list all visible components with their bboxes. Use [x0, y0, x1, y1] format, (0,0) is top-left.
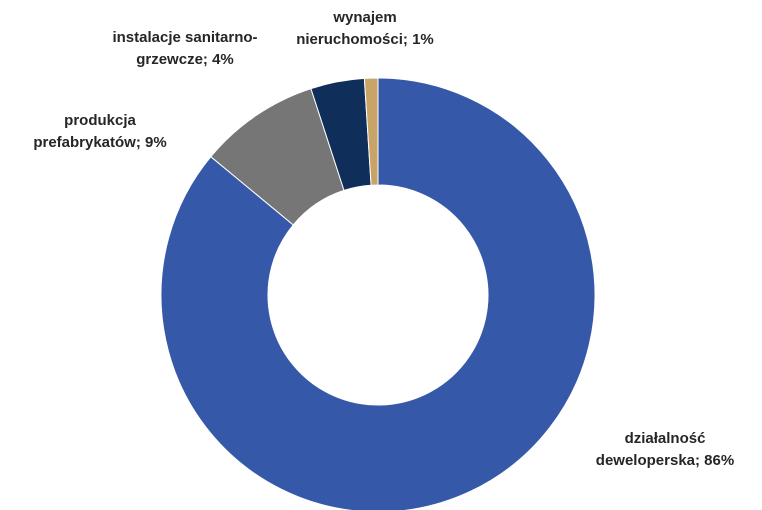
data-label-line: wynajem [332, 9, 396, 26]
data-label-line: nieruchomości; 1% [296, 31, 434, 48]
donut-slice [363, 77, 379, 186]
data-label: produkcja prefabrykatów; 9% [33, 112, 166, 151]
data-label-line: grzewcze; 4% [136, 51, 234, 68]
data-label: wynajem nieruchomości; 1% [296, 9, 434, 48]
data-label-line: prefabrykatów; 9% [33, 134, 166, 151]
data-label: instalacje sanitarno-grzewcze; 4% [112, 29, 257, 68]
data-label-line: produkcja [64, 112, 136, 129]
data-label-line: instalacje sanitarno- [112, 29, 257, 46]
data-label-line: działalność [625, 430, 706, 447]
data-label-line: deweloperska; 86% [596, 452, 734, 469]
donut-slice [160, 77, 596, 510]
data-label: działalność deweloperska; 86% [596, 430, 734, 469]
